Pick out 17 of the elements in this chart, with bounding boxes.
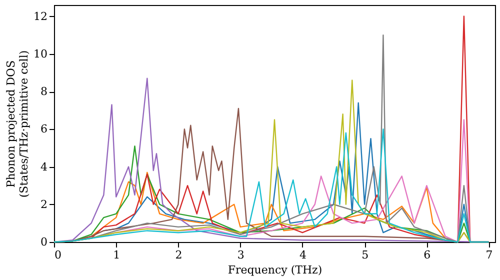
x-axis-title: Frequency (THz) (228, 264, 322, 276)
y-tick-label: 10 (34, 47, 48, 60)
y-tick-label: 2 (40, 198, 48, 211)
x-tick-label: 3 (237, 248, 244, 262)
x-tick-label: 0 (54, 248, 62, 262)
x-tick-label: 4 (299, 248, 306, 262)
y-tick-label: 0 (40, 236, 48, 248)
y-tick-label: 8 (40, 85, 48, 98)
x-tick-label: 2 (175, 248, 182, 262)
y-axis-title: Phonon projected DOS (States/THz·primitive cell) (4, 50, 31, 198)
x-tick-label: 6 (424, 248, 431, 262)
x-tick-label: 7 (486, 248, 493, 262)
x-tick-label: 5 (362, 248, 369, 262)
x-tick-label: 1 (113, 248, 120, 262)
y-tick-label: 4 (40, 160, 48, 174)
y-tick-label: 12 (34, 10, 48, 23)
y-tick-label: 6 (40, 122, 48, 136)
